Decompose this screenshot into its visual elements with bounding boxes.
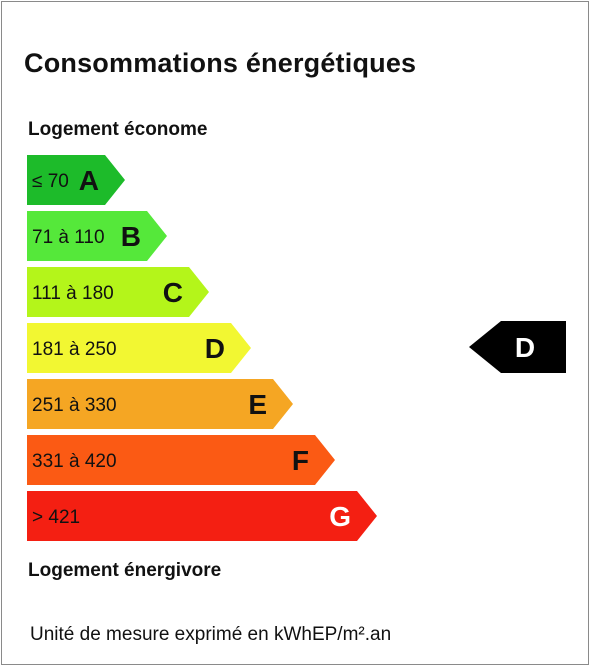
energy-range-b: 71 à 110 <box>32 227 105 248</box>
energy-range-c: 111 à 180 <box>32 283 114 304</box>
energy-bar-d <box>27 323 251 373</box>
energy-range-f: 331 à 420 <box>32 451 117 472</box>
energy-letter-e: E <box>248 389 267 420</box>
energy-intensive-label: Logement énergivore <box>28 560 222 581</box>
energy-letter-a: A <box>79 165 99 196</box>
energy-letter-g: G <box>329 501 351 532</box>
energy-letter-c: C <box>163 277 183 308</box>
energy-letter-f: F <box>292 445 309 476</box>
energy-bar-f <box>27 435 335 485</box>
energy-bar-c <box>27 267 209 317</box>
energy-bar-g <box>27 491 377 541</box>
unit-note: Unité de mesure exprimé en kWhEP/m².an <box>30 624 392 645</box>
energy-range-e: 251 à 330 <box>32 395 117 416</box>
current-class-letter: D <box>515 332 535 363</box>
energy-letter-b: B <box>121 221 141 252</box>
current-class-marker <box>469 321 566 373</box>
energy-range-g: > 421 <box>32 507 80 528</box>
energy-bar-b <box>27 211 167 261</box>
energy-range-a: ≤ 70 <box>32 171 69 192</box>
energy-letter-d: D <box>205 333 225 364</box>
page-title: Consommations énergétiques <box>24 48 417 78</box>
energy-bar-e <box>27 379 293 429</box>
economical-label: Logement économe <box>28 119 208 140</box>
energy-range-d: 181 à 250 <box>32 339 117 360</box>
energy-bar-a <box>27 155 125 205</box>
